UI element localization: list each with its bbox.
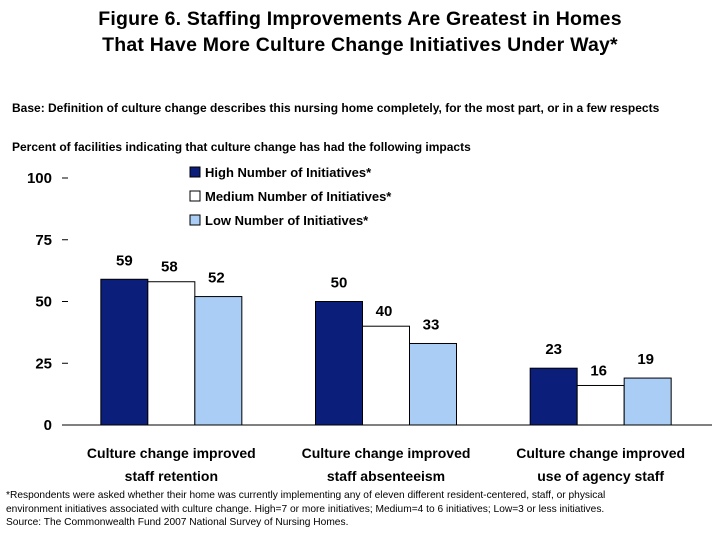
data-label: 23 <box>545 341 562 358</box>
bar-high <box>529 367 578 426</box>
y-tick-label: 25 <box>35 355 52 372</box>
base-note: Base: Definition of culture change descr… <box>12 101 660 115</box>
data-label: 16 <box>590 362 607 379</box>
bar-high <box>100 278 149 426</box>
category-label: staff absenteeism <box>327 468 445 484</box>
bar-low <box>409 342 457 426</box>
legend-label: Low Number of Initiatives* <box>205 213 369 228</box>
y-tick-label: 0 <box>44 417 52 434</box>
legend-label: Medium Number of Initiatives* <box>205 189 392 204</box>
category-label: Culture change improved <box>87 445 256 461</box>
data-label: 52 <box>208 270 225 287</box>
category-label: staff retention <box>125 468 218 484</box>
data-label: 50 <box>331 275 348 292</box>
legend-swatch <box>189 214 201 226</box>
bar-medium <box>362 325 410 426</box>
legend-label: High Number of Initiatives* <box>205 165 372 180</box>
source-note: Source: The Commonwealth Fund 2007 Natio… <box>6 517 349 528</box>
data-label: 19 <box>637 351 654 368</box>
bar-medium <box>147 281 196 426</box>
title-line-2: That Have More Culture Change Initiative… <box>102 34 618 56</box>
legend-swatch <box>189 190 201 202</box>
category-label: Culture change improved <box>302 445 471 461</box>
y-tick-label: 75 <box>35 232 52 249</box>
legend-swatch <box>189 166 201 178</box>
bar-low <box>623 377 672 426</box>
data-label: 40 <box>376 303 393 320</box>
y-tick-label: 100 <box>27 170 52 187</box>
data-label: 59 <box>116 252 133 269</box>
bar-high <box>315 301 363 426</box>
footnote-line-2: environment initiatives associated with … <box>6 503 605 515</box>
category-label: Culture change improved <box>516 445 685 461</box>
y-tick-label: 50 <box>35 294 52 311</box>
bar-low <box>194 296 243 426</box>
bar-medium <box>576 384 625 426</box>
footnote-line-1: *Respondents were asked whether their ho… <box>6 490 606 501</box>
category-label: use of agency staff <box>537 468 664 484</box>
chart-title: Figure 6. Staffing Improvements Are Grea… <box>0 6 720 58</box>
data-label: 33 <box>423 316 440 333</box>
data-label: 58 <box>161 259 178 276</box>
chart-subtitle: Percent of facilities indicating that cu… <box>12 140 471 154</box>
title-line-1: Figure 6. Staffing Improvements Are Grea… <box>98 8 622 30</box>
footnote: *Respondents were asked whether their ho… <box>6 489 718 530</box>
